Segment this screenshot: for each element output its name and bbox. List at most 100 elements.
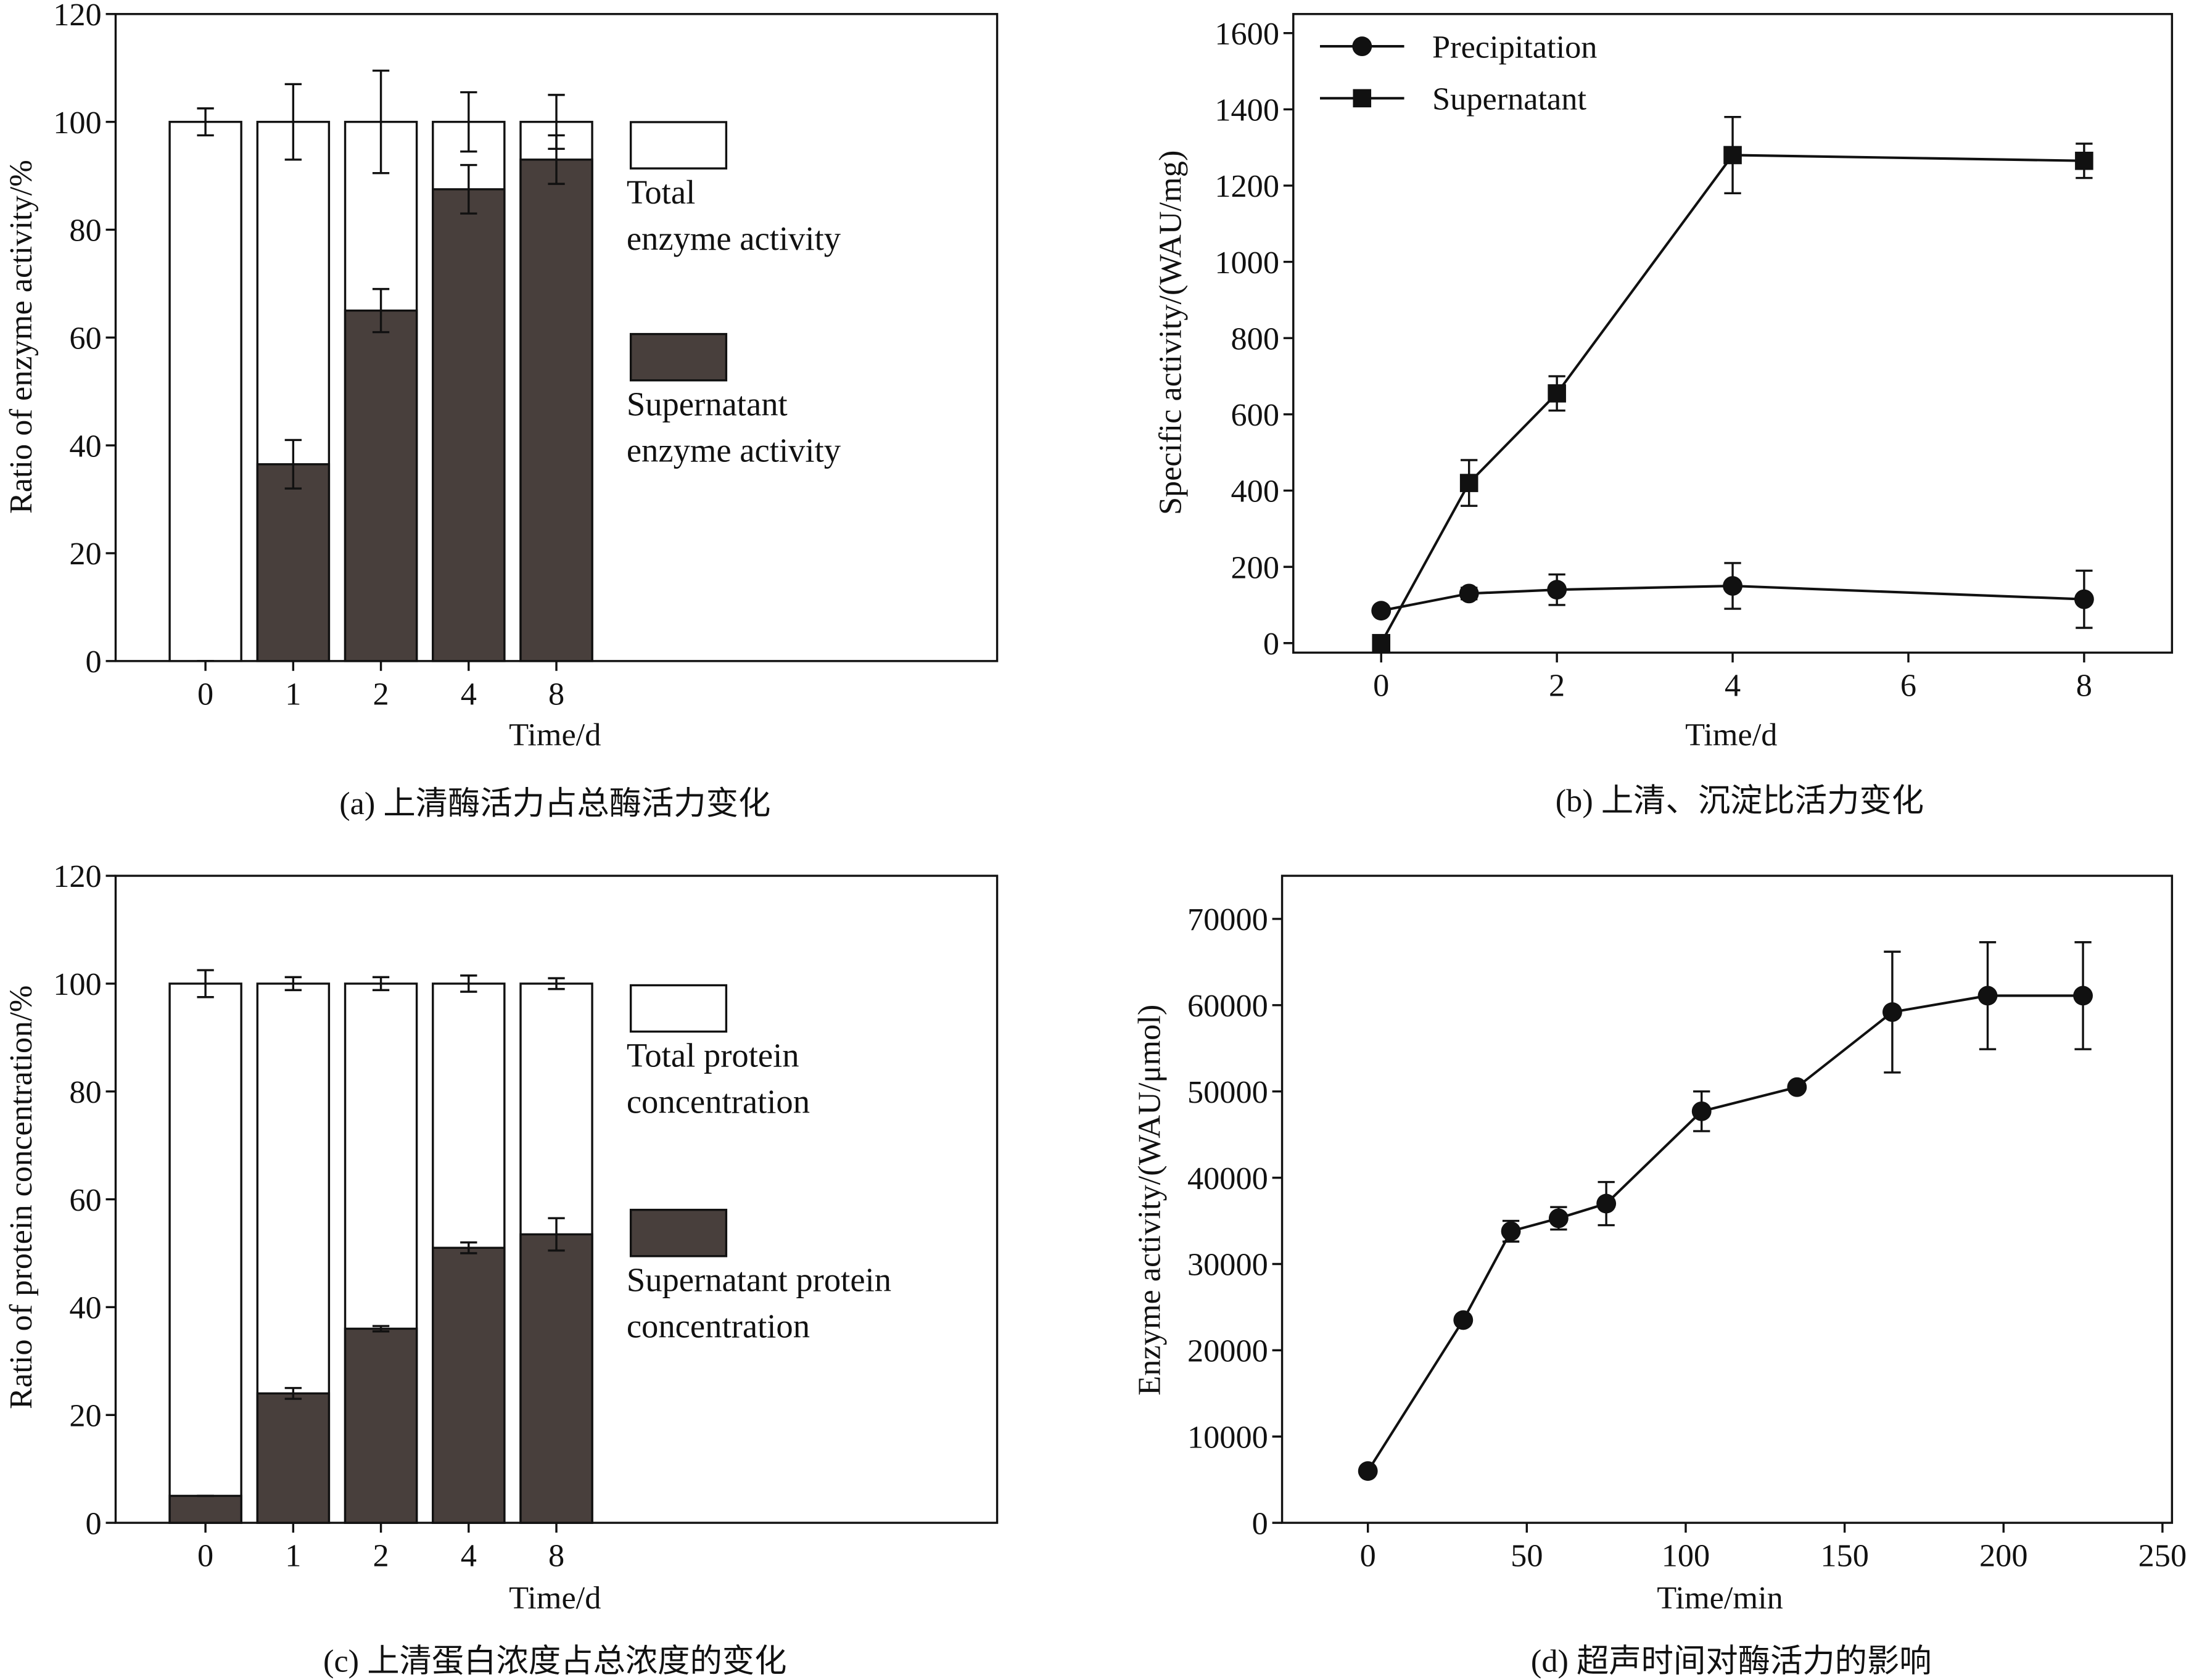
- marker: [1977, 986, 1998, 1006]
- bar: [519, 1233, 593, 1524]
- y-tick-label: 20: [69, 536, 101, 572]
- y-tick-label: 120: [53, 859, 102, 894]
- y-axis-label: Ratio of enzyme activity/%: [3, 160, 39, 514]
- marker: [1547, 580, 1567, 600]
- y-tick-label: 40000: [1187, 1161, 1268, 1196]
- y-tick-label: 0: [1252, 1505, 1268, 1541]
- y-tick-label: 60: [69, 321, 101, 356]
- y-tick-label: 40: [69, 428, 101, 464]
- marker: [1548, 384, 1566, 403]
- x-tick-label: 2: [1549, 668, 1565, 704]
- legend-label-box: Total enzyme activity: [626, 175, 841, 258]
- x-tick-label: 8: [2076, 668, 2092, 704]
- x-tick-label: 250: [2138, 1538, 2187, 1574]
- legend-swatch: [629, 121, 728, 170]
- x-tick-label: 100: [1662, 1538, 1710, 1574]
- marker: [1882, 1002, 1902, 1022]
- marker: [1453, 1310, 1474, 1330]
- y-tick-label: 30000: [1187, 1247, 1268, 1283]
- plot-frame: [1292, 13, 2174, 654]
- x-tick-label: 0: [1360, 1538, 1376, 1574]
- x-tick-label: 4: [461, 1538, 477, 1574]
- bar: [168, 120, 242, 662]
- marker: [2073, 986, 2093, 1006]
- marker: [1548, 1208, 1569, 1229]
- x-tick-label: 8: [548, 1538, 564, 1574]
- legend-label-box: Supernatant protein concentration: [627, 1263, 891, 1346]
- marker: [1372, 633, 1391, 653]
- x-axis-label: Time/d: [509, 1580, 601, 1616]
- x-tick-label: 1: [285, 676, 301, 712]
- legend-swatch: [629, 984, 728, 1033]
- y-tick-label: 800: [1231, 321, 1280, 356]
- x-tick-label: 8: [548, 676, 564, 712]
- x-axis-label: Time/min: [1657, 1580, 1783, 1616]
- y-tick-label: 100: [53, 966, 102, 1002]
- bar: [168, 982, 242, 1524]
- legend-label: Total protein concentration: [626, 1039, 810, 1122]
- caption: (a) 上清酶活力占总酶活力变化: [339, 786, 770, 821]
- y-axis-label: Ratio of protein concentration/%: [3, 985, 39, 1409]
- x-tick-label: 4: [461, 676, 477, 712]
- caption: (b) 上清、沉淀比活力变化: [1556, 783, 1924, 818]
- marker: [1691, 1101, 1712, 1121]
- legend-label: Precipitation: [1432, 29, 1597, 65]
- x-tick-label: 2: [373, 1538, 389, 1574]
- marker: [2074, 589, 2094, 609]
- x-tick-label: 50: [1511, 1538, 1543, 1574]
- marker: [2075, 151, 2093, 170]
- series-line: [1366, 994, 2084, 1472]
- y-tick-label: 100: [53, 105, 102, 141]
- bar: [168, 1494, 242, 1524]
- bar: [432, 1246, 506, 1524]
- x-axis-label: Time/d: [509, 717, 601, 752]
- legend-label: Total enzyme activity: [626, 175, 841, 258]
- legend-swatch: [629, 1208, 728, 1258]
- y-tick-label: 70000: [1187, 902, 1268, 937]
- marker: [1723, 146, 1742, 165]
- y-tick-label: 20000: [1187, 1333, 1268, 1369]
- y-axis-label: Enzyme activity/(WAU/μmol): [1132, 1005, 1168, 1396]
- y-tick-label: 600: [1231, 397, 1280, 433]
- y-tick-label: 0: [86, 1505, 102, 1541]
- legend-label-box: Supernatant enzyme activity: [626, 387, 841, 471]
- caption: (d) 超声时间对酶活力的影响: [1531, 1643, 1932, 1679]
- bar: [519, 159, 593, 662]
- caption: (c) 上清蛋白浓度占总浓度的变化: [323, 1643, 786, 1679]
- legend-label-box: Total protein concentration: [626, 1039, 810, 1122]
- x-tick-label: 0: [197, 676, 213, 712]
- x-tick-label: 1: [285, 1538, 301, 1574]
- legend-label: Supernatant enzyme activity: [626, 387, 841, 471]
- legend-marker: [1353, 89, 1372, 108]
- x-tick-label: 150: [1820, 1538, 1869, 1574]
- bar: [256, 1392, 331, 1524]
- plot-frame: [1280, 875, 2174, 1524]
- marker: [1371, 601, 1392, 621]
- x-tick-label: 0: [1373, 668, 1389, 704]
- marker: [1723, 576, 1742, 596]
- y-tick-label: 80: [69, 1074, 101, 1110]
- y-tick-label: 60000: [1187, 988, 1268, 1024]
- y-tick-label: 200: [1231, 550, 1280, 585]
- bar: [256, 463, 331, 662]
- x-tick-label: 0: [197, 1538, 213, 1574]
- bar: [432, 188, 506, 662]
- y-tick-label: 60: [69, 1182, 101, 1218]
- marker: [1358, 1461, 1378, 1481]
- y-tick-label: 40: [69, 1290, 101, 1326]
- y-tick-label: 1000: [1214, 245, 1279, 281]
- marker: [1459, 474, 1478, 492]
- legend-marker: [1352, 36, 1372, 57]
- marker: [1501, 1221, 1521, 1241]
- marker: [1787, 1077, 1807, 1097]
- y-tick-label: 20: [69, 1398, 101, 1433]
- y-tick-label: 1400: [1214, 93, 1279, 128]
- x-axis-label: Time/d: [1685, 717, 1777, 752]
- y-tick-label: 1600: [1214, 16, 1279, 52]
- marker: [1459, 583, 1479, 604]
- marker: [1596, 1193, 1617, 1214]
- bar: [344, 309, 418, 662]
- legend-swatch: [629, 332, 728, 382]
- x-tick-label: 2: [373, 676, 389, 712]
